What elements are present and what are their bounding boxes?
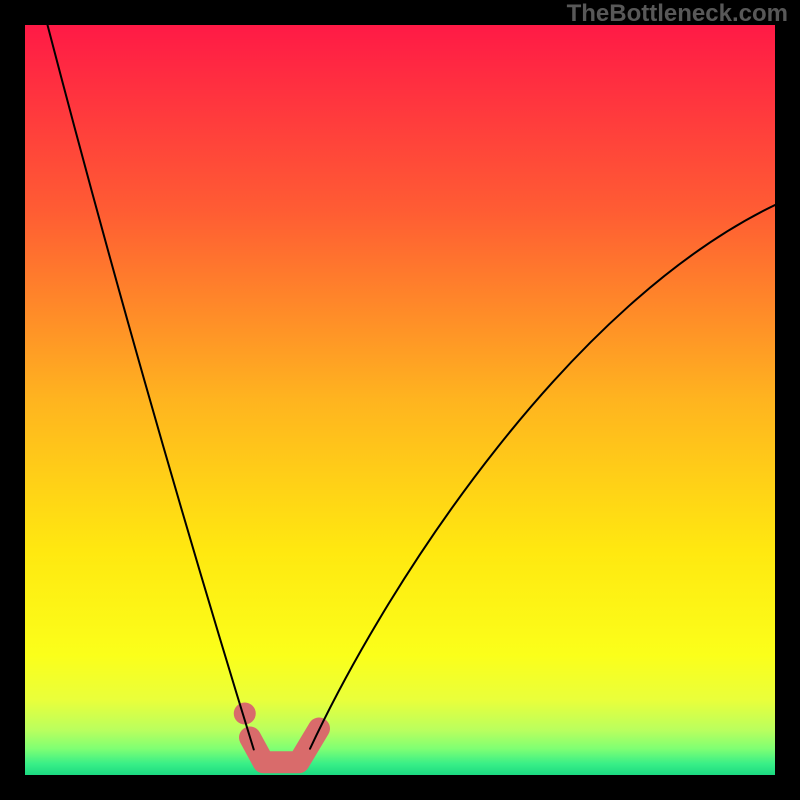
watermark-text: TheBottleneck.com [567,0,788,28]
plot-background [25,25,775,775]
